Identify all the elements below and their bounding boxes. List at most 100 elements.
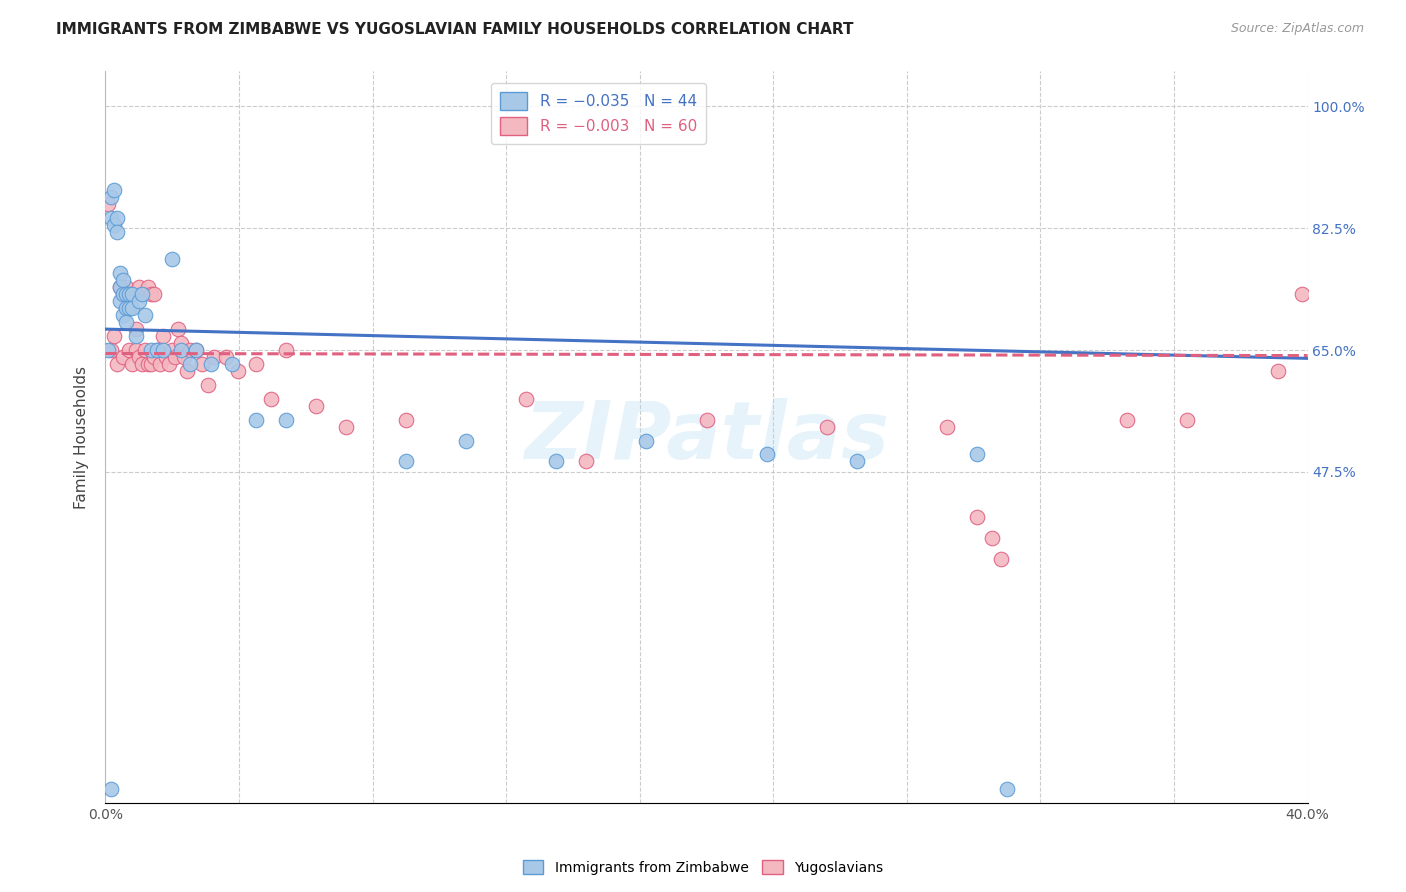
Point bbox=[845, 454, 868, 468]
Point bbox=[110, 280, 132, 294]
Point bbox=[139, 357, 162, 371]
Point bbox=[160, 343, 183, 357]
Point bbox=[245, 412, 267, 426]
Point bbox=[575, 454, 598, 468]
Point bbox=[136, 280, 159, 294]
Point bbox=[184, 343, 207, 357]
Point bbox=[121, 287, 143, 301]
Point bbox=[995, 781, 1018, 796]
Point bbox=[966, 448, 988, 462]
Point bbox=[305, 399, 328, 413]
Point bbox=[179, 357, 201, 371]
Point bbox=[200, 357, 222, 371]
Point bbox=[115, 287, 138, 301]
Point bbox=[124, 343, 146, 357]
Point bbox=[454, 434, 477, 448]
Point bbox=[176, 364, 198, 378]
Point bbox=[142, 287, 165, 301]
Point bbox=[121, 357, 143, 371]
Point bbox=[395, 454, 418, 468]
Point bbox=[112, 287, 135, 301]
Point bbox=[118, 301, 141, 316]
Point bbox=[152, 329, 174, 343]
Point bbox=[112, 308, 135, 322]
Legend: R = −0.035   N = 44, R = −0.003   N = 60: R = −0.035 N = 44, R = −0.003 N = 60 bbox=[491, 83, 706, 145]
Point bbox=[226, 364, 249, 378]
Point bbox=[155, 350, 177, 364]
Point bbox=[100, 343, 122, 357]
Point bbox=[124, 329, 146, 343]
Point bbox=[274, 343, 297, 357]
Point bbox=[163, 350, 186, 364]
Point bbox=[107, 225, 129, 239]
Point bbox=[166, 322, 188, 336]
Point bbox=[696, 412, 718, 426]
Point bbox=[981, 531, 1004, 545]
Point bbox=[139, 343, 162, 357]
Point bbox=[157, 357, 180, 371]
Point bbox=[121, 287, 143, 301]
Point bbox=[546, 454, 568, 468]
Point bbox=[112, 350, 135, 364]
Point bbox=[221, 357, 243, 371]
Point bbox=[118, 287, 141, 301]
Point bbox=[131, 357, 153, 371]
Point bbox=[245, 357, 267, 371]
Point bbox=[124, 322, 146, 336]
Text: ZIPatlas: ZIPatlas bbox=[524, 398, 889, 476]
Point bbox=[115, 301, 138, 316]
Point bbox=[121, 301, 143, 316]
Point bbox=[107, 211, 129, 225]
Point bbox=[115, 280, 138, 294]
Point bbox=[990, 552, 1012, 566]
Point bbox=[110, 280, 132, 294]
Text: IMMIGRANTS FROM ZIMBABWE VS YUGOSLAVIAN FAMILY HOUSEHOLDS CORRELATION CHART: IMMIGRANTS FROM ZIMBABWE VS YUGOSLAVIAN … bbox=[56, 22, 853, 37]
Point bbox=[395, 412, 418, 426]
Point bbox=[100, 211, 122, 225]
Point bbox=[1116, 412, 1139, 426]
Point bbox=[755, 448, 778, 462]
Point bbox=[134, 308, 156, 322]
Point bbox=[145, 343, 167, 357]
Point bbox=[202, 350, 225, 364]
Point bbox=[197, 377, 219, 392]
Point bbox=[190, 357, 212, 371]
Point bbox=[145, 343, 167, 357]
Point bbox=[110, 266, 132, 280]
Point bbox=[112, 287, 135, 301]
Point bbox=[128, 280, 150, 294]
Point bbox=[142, 350, 165, 364]
Y-axis label: Family Households: Family Households bbox=[75, 366, 90, 508]
Point bbox=[97, 196, 120, 211]
Point bbox=[184, 343, 207, 357]
Point bbox=[1267, 364, 1289, 378]
Point bbox=[636, 434, 658, 448]
Point bbox=[131, 287, 153, 301]
Point bbox=[115, 315, 138, 329]
Point bbox=[152, 343, 174, 357]
Point bbox=[118, 343, 141, 357]
Point bbox=[107, 357, 129, 371]
Point bbox=[131, 287, 153, 301]
Point bbox=[169, 336, 191, 351]
Point bbox=[134, 343, 156, 357]
Point bbox=[173, 350, 195, 364]
Point bbox=[128, 294, 150, 309]
Point bbox=[515, 392, 537, 406]
Legend: Immigrants from Zimbabwe, Yugoslavians: Immigrants from Zimbabwe, Yugoslavians bbox=[517, 855, 889, 880]
Point bbox=[260, 392, 283, 406]
Point bbox=[214, 350, 236, 364]
Point bbox=[103, 218, 125, 232]
Point bbox=[335, 419, 357, 434]
Point bbox=[103, 329, 125, 343]
Point bbox=[136, 357, 159, 371]
Point bbox=[169, 343, 191, 357]
Text: Source: ZipAtlas.com: Source: ZipAtlas.com bbox=[1230, 22, 1364, 36]
Point bbox=[179, 343, 201, 357]
Point bbox=[103, 183, 125, 197]
Point bbox=[110, 294, 132, 309]
Point bbox=[160, 252, 183, 267]
Point bbox=[1175, 412, 1198, 426]
Point bbox=[936, 419, 959, 434]
Point bbox=[274, 412, 297, 426]
